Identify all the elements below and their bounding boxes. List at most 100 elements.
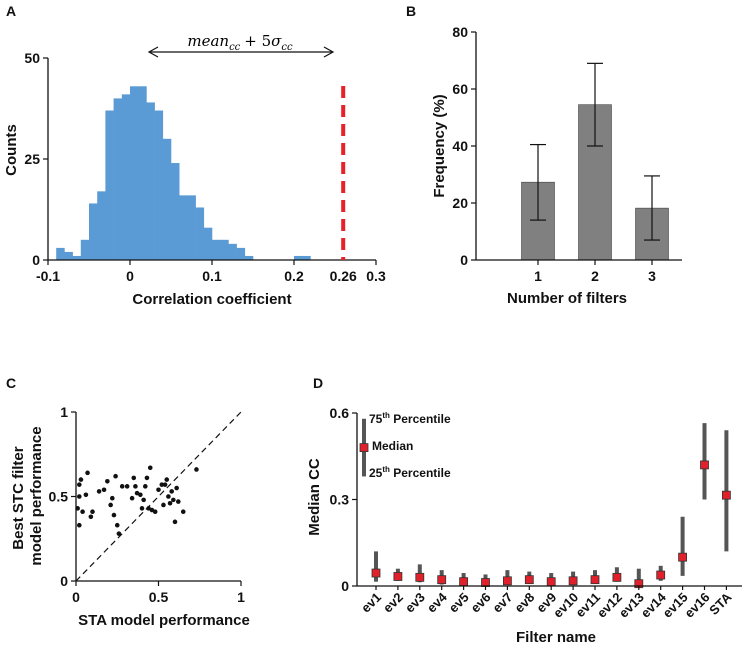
panel-a-annotation: meancc + 5σcc xyxy=(187,32,293,53)
panel-d-median-marker xyxy=(371,568,381,578)
panel-c-point xyxy=(164,477,170,482)
panel-d-legend-median-marker xyxy=(359,443,369,453)
panel-c-point xyxy=(180,509,186,515)
panel-a-hist-bar xyxy=(138,86,147,260)
panel-d-median-marker xyxy=(481,578,490,587)
panel-c-point xyxy=(176,499,181,504)
panel-d-legend-p75: 75th Percentile xyxy=(369,411,451,426)
panel-b-x-label: Number of filters xyxy=(507,290,627,307)
panel-c-point xyxy=(119,484,125,489)
panel-a-hist-bar xyxy=(113,98,123,261)
panel-d-y-tick-label: 0.6 xyxy=(330,405,350,421)
panel-a-x-tick-label: 0.3 xyxy=(366,268,386,284)
panel-b-y-label: Frequency (%) xyxy=(431,94,448,197)
panel-a-y-label: Counts xyxy=(3,124,20,176)
panel-a-hist-bar xyxy=(179,195,188,260)
panel-a-hist-bar xyxy=(72,255,82,260)
panel-b-y-tick-label: 40 xyxy=(452,138,468,154)
panel-c-y-tick-label: 1 xyxy=(60,404,68,420)
panel-a-hist-bar xyxy=(244,255,254,260)
panel-c-x-tick-label: 1 xyxy=(237,589,245,605)
panel-d-legend-p75-word: Percentile xyxy=(390,412,451,426)
panel-a-annotation-base: mean xyxy=(187,32,229,50)
panel-b-x-tick-label: 2 xyxy=(591,268,599,284)
panel-a-hist-bar xyxy=(121,94,131,260)
panel-a-hist-bar xyxy=(203,227,213,260)
panel-c-point xyxy=(144,475,150,481)
panel-d-median-marker xyxy=(700,460,709,470)
panel-c-point xyxy=(133,484,138,489)
panel-c-point xyxy=(101,487,107,493)
panel-b-x-tick-label: 3 xyxy=(648,268,656,284)
panel-c-point xyxy=(174,485,179,491)
panel-d-y-tick-label: 0 xyxy=(341,578,349,594)
panel-c-point xyxy=(171,497,176,503)
panel-a-hist-bar xyxy=(236,247,246,260)
panel-a-hist-bar xyxy=(146,102,155,260)
panel-c-y-label-line1: Best STC filter xyxy=(10,446,27,550)
panel-c-point xyxy=(147,465,153,471)
panel-d-x-tick-label: ev5 xyxy=(446,590,472,616)
panel-c-point xyxy=(139,506,145,511)
panel-letter-b: B xyxy=(406,3,416,19)
panel-c-point xyxy=(80,509,85,515)
panel-d-median-marker xyxy=(612,572,622,582)
panel-a-y-tick-label: 50 xyxy=(24,50,40,66)
panel-letter-a: A xyxy=(6,3,16,19)
panel-a-arrow-right-head xyxy=(323,46,335,58)
panel-c-point xyxy=(113,473,118,479)
panel-a-x-tick-label: 0.2 xyxy=(284,268,304,284)
panel-c-y-label: Best STC filter model performance xyxy=(10,426,45,565)
panel-d-median-marker xyxy=(459,577,469,587)
panel-d-legend-p25: 25th Percentile xyxy=(369,465,451,480)
panel-d-median-marker xyxy=(437,575,447,585)
panel-a-annotation-sub2: cc xyxy=(281,42,293,53)
panel-d-x-tick-label: ev7 xyxy=(490,590,516,616)
panel-a-x-label: Correlation coefficient xyxy=(132,291,291,308)
panel-c-point xyxy=(169,489,174,494)
panel-c-point xyxy=(114,522,120,528)
panel-a-arrow-left-head xyxy=(147,46,159,58)
panel-c-point xyxy=(90,509,95,515)
panel-d-range-chart: ev1ev2ev3ev4ev5ev6ev7ev8ev9ev10ev11ev12e… xyxy=(306,405,742,646)
panel-c-point xyxy=(159,482,165,487)
panel-d-legend-p25-number: 25 xyxy=(369,466,383,480)
panel-d-x-tick-label: ev8 xyxy=(511,590,537,616)
panel-a-hist-bar xyxy=(162,138,172,260)
panel-c-point xyxy=(172,519,178,525)
panel-d-x-tick-label: ev3 xyxy=(402,590,428,616)
panel-c-point xyxy=(116,531,122,536)
panel-a-hist-bar xyxy=(220,239,229,260)
panel-d-legend-median: Median xyxy=(372,439,413,453)
panel-d-median-marker xyxy=(590,575,600,585)
panel-a-hist-bar xyxy=(187,195,196,260)
panel-c-point xyxy=(152,509,158,515)
panel-d-median-marker xyxy=(722,490,731,500)
panel-d-legend-p25-suffix: th xyxy=(382,465,390,474)
panel-c-point xyxy=(161,502,166,508)
panel-a-x-tick-label: 0 xyxy=(126,268,134,284)
panel-c-point xyxy=(141,497,146,503)
panel-a-x-tick-label: 0.1 xyxy=(202,268,222,284)
panel-a-hist-bar xyxy=(130,86,139,260)
panel-c-point xyxy=(77,522,82,528)
panel-a-hist-bar xyxy=(80,239,90,260)
panel-a-hist-bar xyxy=(302,255,311,260)
panel-a-threshold-label: 0.26 xyxy=(330,268,357,284)
panel-a-x-tick-label: -0.1 xyxy=(36,268,60,284)
panel-a-hist-bar xyxy=(56,247,65,260)
panel-d-x-tick-label: ev6 xyxy=(468,590,494,616)
panel-letter-d: D xyxy=(313,375,323,391)
panel-c-point xyxy=(96,489,102,494)
panel-c-point xyxy=(108,502,113,508)
panel-a-annotation-sub1: cc xyxy=(229,42,241,53)
panel-a-hist-bar xyxy=(212,239,221,260)
panel-c-x-label: STA model performance xyxy=(78,612,250,629)
panel-a-annotation-operator: + 5 xyxy=(244,32,271,50)
panel-c-point xyxy=(129,495,135,501)
panel-b-x-tick-label: 1 xyxy=(534,268,542,284)
panel-c-point xyxy=(156,487,161,493)
